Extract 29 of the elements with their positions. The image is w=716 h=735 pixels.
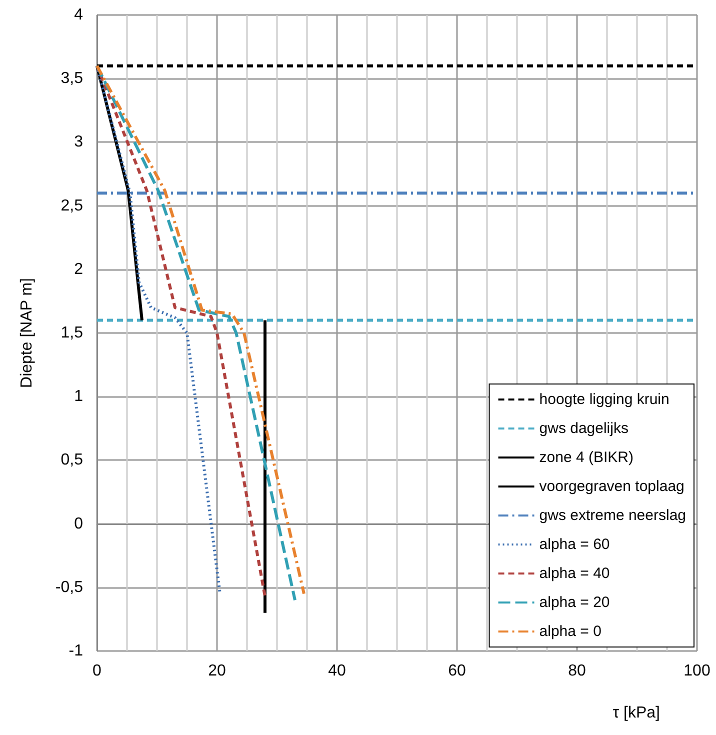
x-axis-title: τ [kPa] [612,704,660,722]
y-tick-label: 1,5 [60,324,84,342]
y-tick-label: 0,5 [60,452,84,469]
y-tick-label: -1 [68,642,84,660]
legend-label: hoogte ligging kruin [539,391,670,408]
legend-label: alpha = 20 [539,594,610,611]
y-tick-label: 2,5 [60,197,84,214]
legend-label: alpha = 0 [539,623,602,640]
y-tick-label: 4 [74,6,84,24]
x-tick-label: 20 [208,662,226,680]
x-tick-label: 40 [328,662,346,680]
line-series [96,64,266,598]
legend-label: gws dagelijks [539,420,628,437]
x-tick-label: 60 [448,662,466,680]
y-tick-label: -0,5 [55,578,84,596]
legend-label: voorgegraven toplaag [539,478,684,495]
y-tick-label: 2 [74,260,84,278]
y-axis-title: Diepte [NAP m] [18,278,36,388]
x-tick-label: 0 [92,662,102,680]
legend-label: gws extreme neerslag [539,507,686,524]
legend-label: zone 4 (BIKR) [539,449,634,466]
x-tick-label: 100 [684,662,710,680]
y-tick-label: 3 [74,134,84,151]
x-tick-label: 80 [568,662,586,680]
y-tick-label: 0 [74,515,84,532]
y-tick-label: 3,5 [60,70,84,88]
legend-label: alpha = 40 [539,565,610,582]
y-tick-label: 1 [74,388,84,406]
legend-label: alpha = 60 [539,536,610,553]
